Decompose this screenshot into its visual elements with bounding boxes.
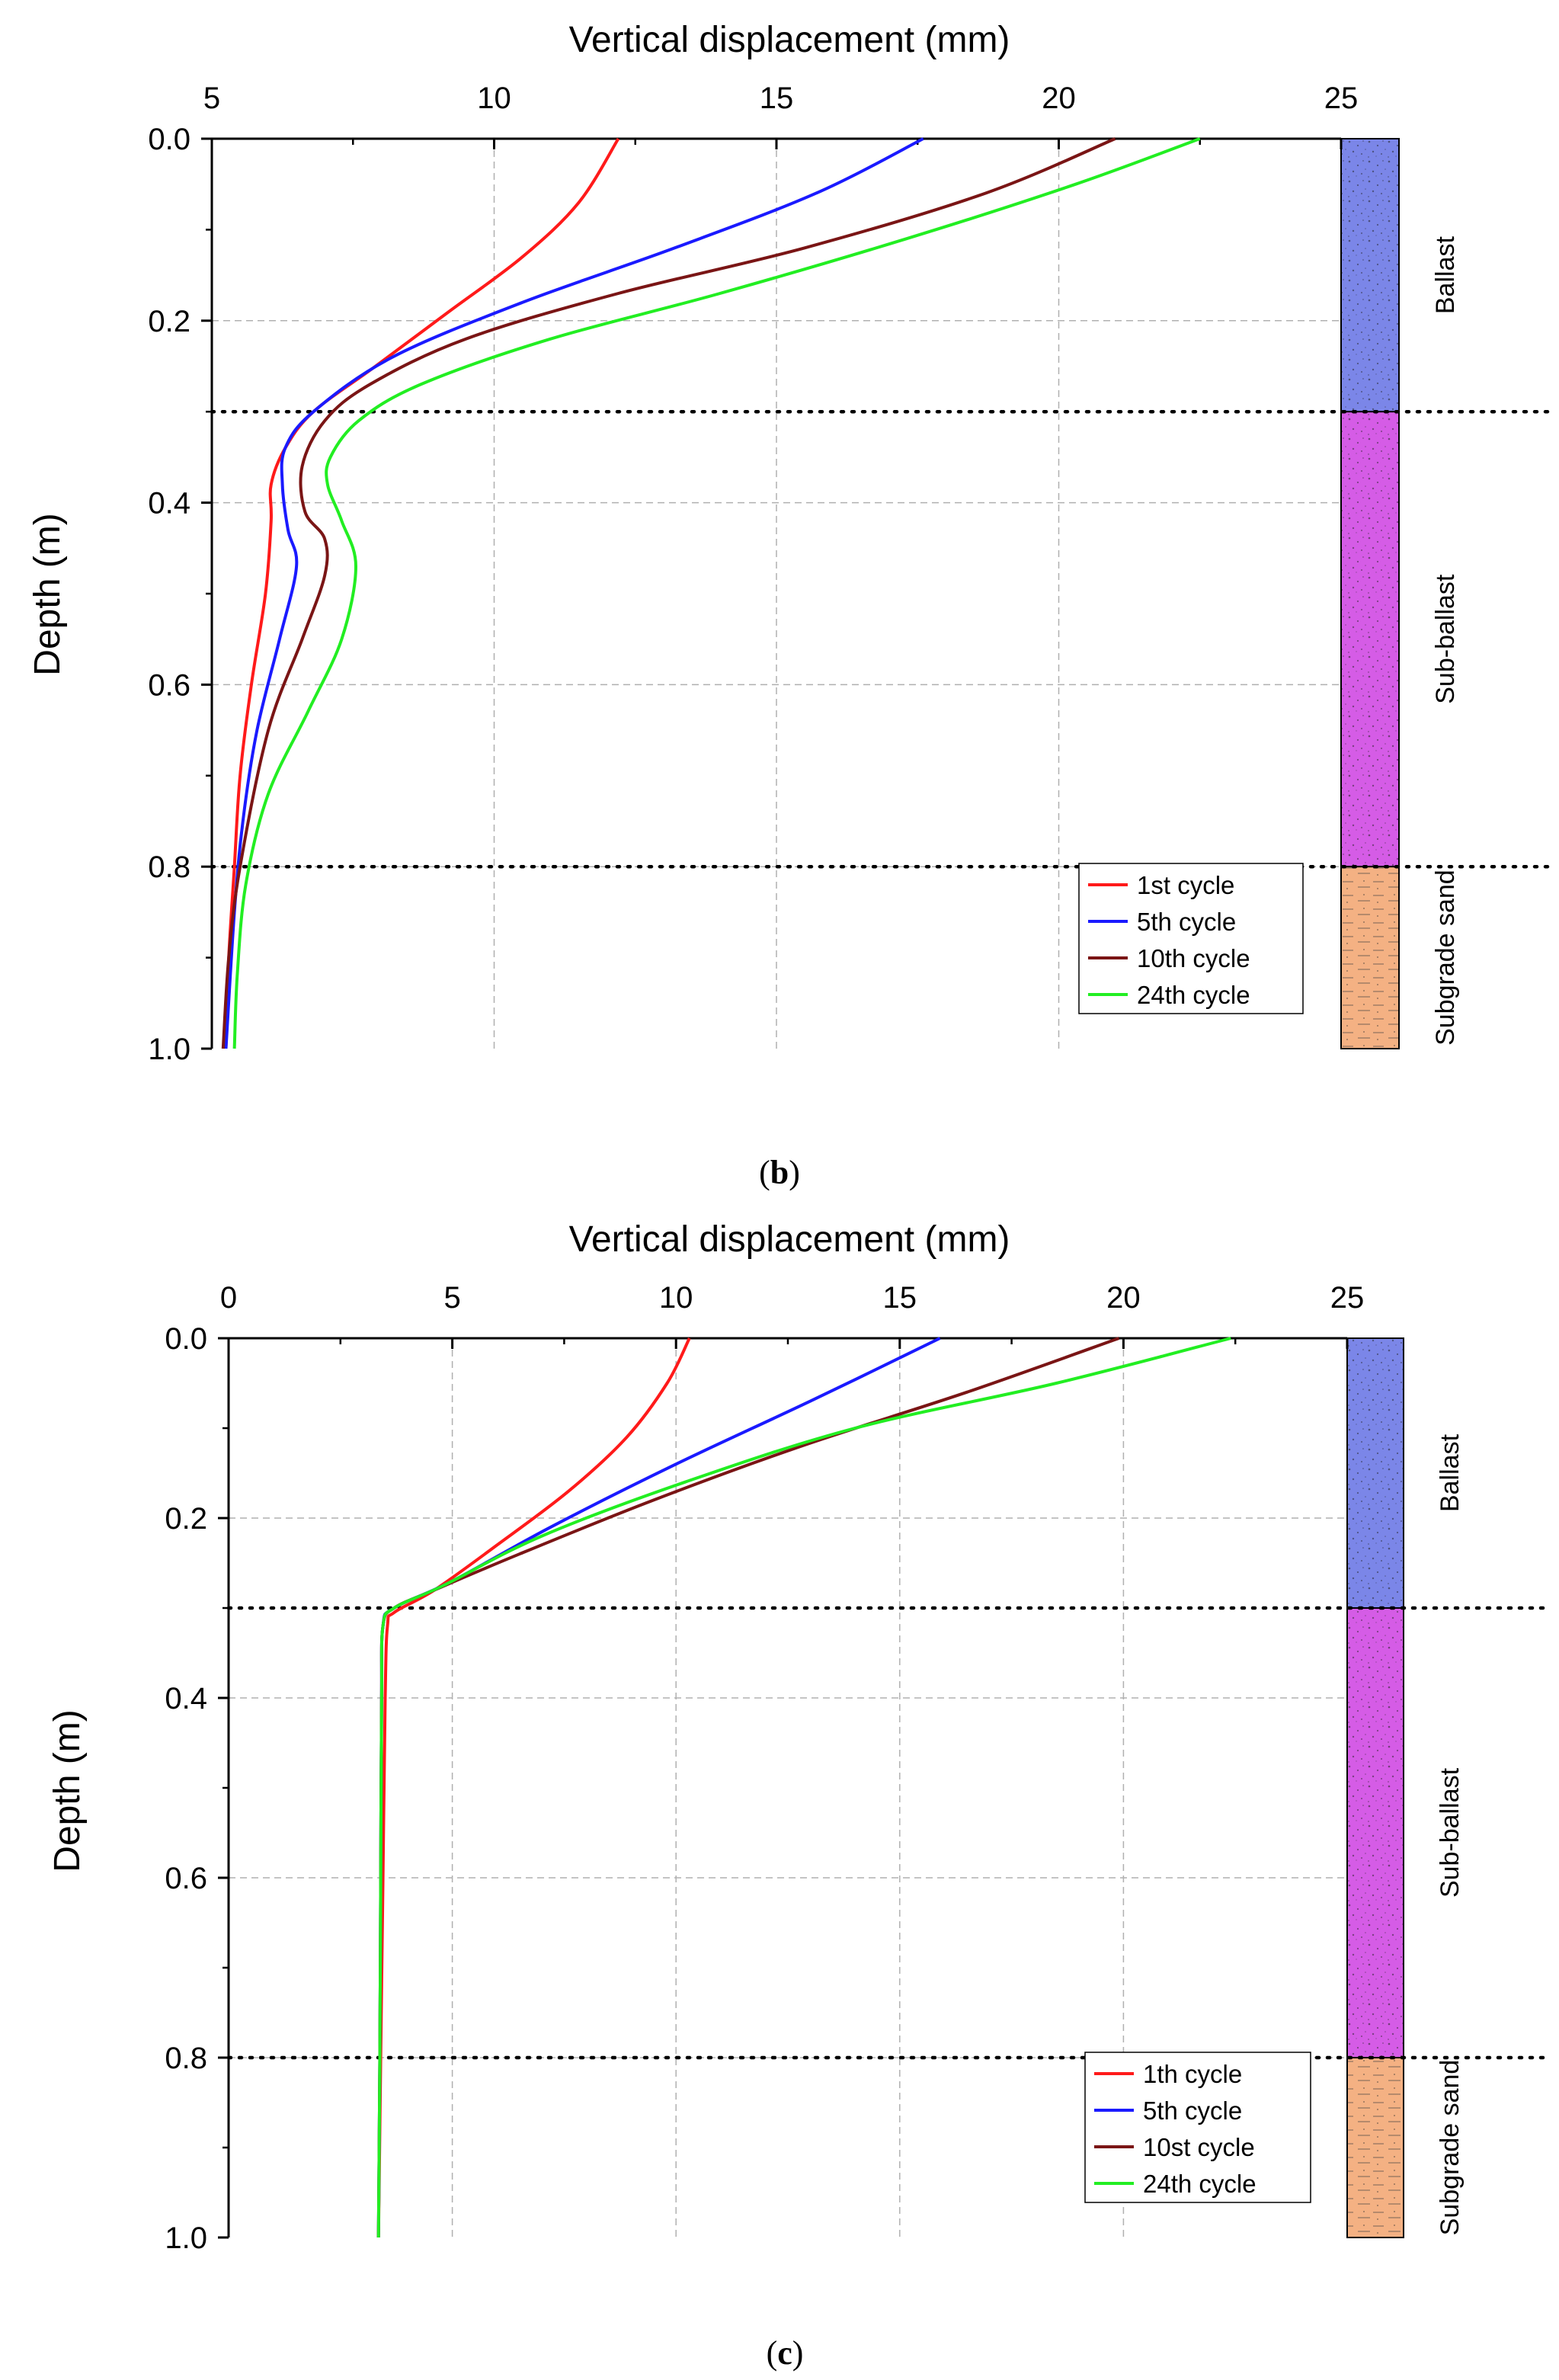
chart-c-caption-letter: c: [777, 2334, 792, 2372]
chart-b-layer-texture: [1341, 412, 1399, 867]
chart-c-y-tick-label: 0.8: [165, 2042, 207, 2075]
chart-b-layer-label: Sub-ballast: [1431, 574, 1460, 704]
chart-b-legend-label: 1st cycle: [1137, 871, 1234, 899]
chart-b-y-tick-label: 0.0: [148, 123, 190, 156]
chart-c-x-axis-title: Vertical displacement (mm): [569, 1219, 1010, 1260]
chart-c-legend-label: 10st cycle: [1143, 2133, 1255, 2161]
chart-b-x-tick-label: 5: [203, 82, 220, 115]
chart-c-x-tick-label: 5: [443, 1281, 460, 1315]
chart-b-ticks: 5 10 15 20 25 0.0 0.2 0.4 0.6 0.8 1.0: [148, 82, 1358, 1066]
chart-b-series-line: [221, 137, 1116, 1049]
chart-c-layer-texture: [1347, 2058, 1404, 2237]
chart-b-x-tick-label: 20: [1042, 82, 1076, 115]
chart-b-layer-label: Ballast: [1431, 236, 1460, 315]
chart-c-caption: (c): [767, 2334, 804, 2372]
chart-b-x-tick-label: 25: [1324, 82, 1359, 115]
chart-b-series-line: [232, 137, 1201, 1049]
chart-c-y-axis-title: Depth (m): [47, 1709, 88, 1872]
chart-b-layer-texture: [1341, 139, 1399, 412]
chart-c-layer-texture: [1347, 1608, 1404, 2058]
chart-c-y-tick-label: 0.0: [165, 1322, 207, 1356]
chart-c-layer-column: Ballast Sub-ballast Subgrade sand: [1346, 1337, 1465, 2238]
chart-b-y-tick-label: 0.2: [148, 305, 190, 338]
chart-c-y-tick-label: 0.4: [165, 1682, 207, 1715]
chart-c: Vertical displacement (mm) Depth (m) Bal…: [47, 1219, 1554, 2372]
chart-b-legend-label: 10th cycle: [1137, 944, 1250, 972]
chart-b-y-tick-label: 1.0: [148, 1033, 190, 1066]
chart-c-legend: 1th cycle 5th cycle 10st cycle 24th cycle: [1084, 2052, 1311, 2203]
chart-b-y-axis-title: Depth (m): [27, 513, 68, 675]
chart-b-caption-letter: b: [770, 1154, 789, 1191]
chart-b-legend-box: [1078, 863, 1304, 1014]
chart-c-series-line: [376, 1337, 1120, 2238]
chart-c-y-tick-label: 0.2: [165, 1502, 207, 1536]
chart-c-y-tick-label: 0.6: [165, 1862, 207, 1895]
chart-b-layer-column: Ballast Sub-ballast Subgrade sand: [1340, 138, 1460, 1049]
chart-c-legend-label: 1th cycle: [1143, 2060, 1242, 2088]
chart-b-y-tick-label: 0.6: [148, 668, 190, 702]
chart-c-y-tick-label: 1.0: [165, 2221, 207, 2255]
chart-b-layer-texture: [1341, 866, 1399, 1049]
chart-b-x-tick-label: 15: [760, 82, 794, 115]
chart-c-x-tick-label: 20: [1106, 1281, 1141, 1315]
chart-c-series-line: [376, 1337, 691, 2238]
chart-b-y-tick-label: 0.8: [148, 850, 190, 884]
chart-b-legend-label: 24th cycle: [1137, 981, 1250, 1009]
chart-c-x-tick-label: 25: [1330, 1281, 1365, 1315]
chart-c-x-tick-label: 0: [220, 1281, 237, 1315]
chart-b-layer-border: [1340, 866, 1400, 1049]
chart-c-layer-label: Subgrade sand: [1436, 2060, 1465, 2236]
chart-c-layer-boundaries: [226, 1606, 1554, 2060]
chart-c-layer-border: [1346, 2057, 1404, 2238]
chart-c-layer-texture: [1347, 1338, 1404, 1608]
chart-c-series-line: [376, 1337, 941, 2238]
chart-b-series-line: [224, 137, 620, 1049]
chart-b-layer-boundaries: [210, 409, 1555, 869]
chart-c-layer-label: Ballast: [1436, 1433, 1465, 1512]
chart-c-legend-label: 24th cycle: [1143, 2170, 1256, 2198]
chart-c-x-tick-label: 10: [659, 1281, 693, 1315]
chart-b-series-line: [224, 137, 924, 1049]
chart-b: Vertical displacement (mm) Depth (m) Bal…: [27, 20, 1555, 1191]
chart-c-legend-box: [1084, 2052, 1311, 2203]
chart-b-x-axis-title: Vertical displacement (mm): [569, 20, 1010, 60]
chart-c-series: [376, 1337, 1231, 2238]
chart-b-series: [221, 137, 1201, 1049]
chart-c-x-tick-label: 15: [883, 1281, 917, 1315]
chart-c-ticks: 0 5 10 15 20 25 0.0 0.2 0.4 0.6 0.8 1.0: [165, 1281, 1364, 2255]
chart-b-layer-label: Subgrade sand: [1431, 870, 1460, 1046]
chart-b-legend-label: 5th cycle: [1137, 908, 1236, 936]
chart-b-legend: 1st cycle 5th cycle 10th cycle 24th cycle: [1078, 863, 1304, 1014]
chart-c-legend-label: 5th cycle: [1143, 2097, 1242, 2125]
chart-c-series-line: [376, 1337, 1231, 2238]
chart-c-layer-label: Sub-ballast: [1436, 1767, 1465, 1898]
chart-b-x-tick-label: 10: [477, 82, 511, 115]
chart-b-y-tick-label: 0.4: [148, 487, 190, 521]
chart-b-caption: (b): [759, 1154, 800, 1191]
